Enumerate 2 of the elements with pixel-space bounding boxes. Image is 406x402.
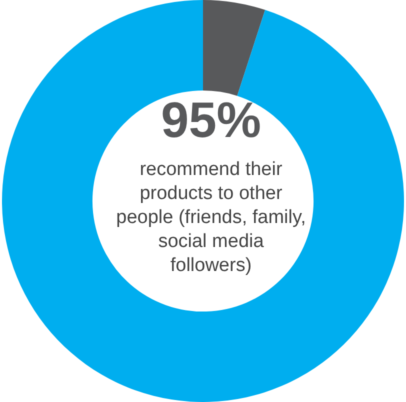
text: recommend their products to other people (friends, family, social media followers) [116, 159, 306, 276]
data-label: 95% [160, 92, 262, 148]
